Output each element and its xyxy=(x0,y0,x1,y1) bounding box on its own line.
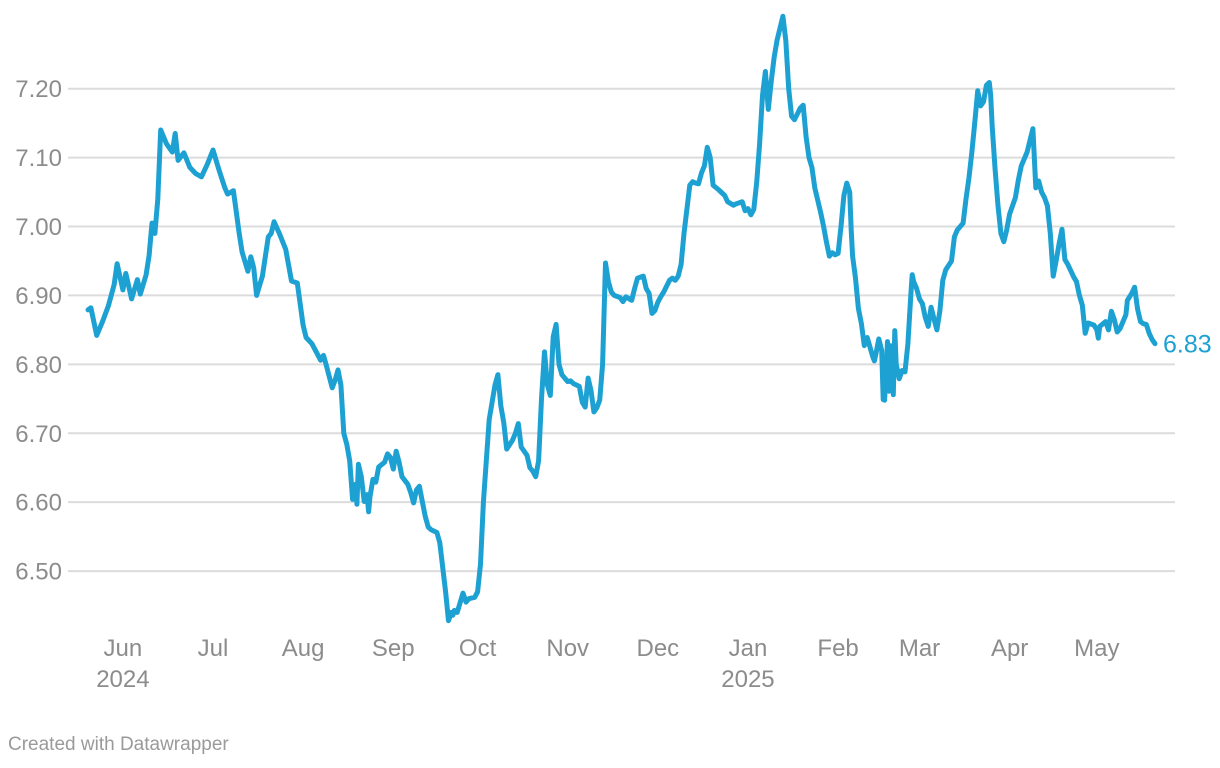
y-tick-label: 7.00 xyxy=(15,214,62,241)
x-tick-year-label: 2024 xyxy=(96,666,149,693)
y-axis-labels: 6.50 6.60 6.70 6.80 6.90 7.00 7.10 7.20 xyxy=(15,76,62,585)
x-tick-label: Jan xyxy=(729,635,768,662)
y-tick-label: 6.80 xyxy=(15,352,62,379)
x-tick-label: Mar xyxy=(899,635,940,662)
x-axis-labels: Jun 2024 Jul Aug Sep Oct Nov Dec Jan 2025 Feb Mar Ap… xyxy=(96,635,1119,693)
gridlines xyxy=(68,87,1175,573)
y-tick-label: 6.70 xyxy=(15,421,62,448)
x-tick-label: May xyxy=(1074,635,1119,662)
datawrapper-credit: Created with Datawrapper xyxy=(8,734,229,755)
x-tick-label: Dec xyxy=(636,635,679,662)
y-tick-label: 6.90 xyxy=(15,283,62,310)
x-tick-label: Aug xyxy=(282,635,325,662)
data-line xyxy=(85,13,1158,624)
x-tick-label: Apr xyxy=(991,635,1028,662)
x-tick-year-label: 2025 xyxy=(721,666,774,693)
x-tick-label: Feb xyxy=(817,635,858,662)
y-tick-label: 7.20 xyxy=(15,76,62,103)
x-tick-label: Sep xyxy=(372,635,415,662)
x-tick-label: Jun xyxy=(104,635,143,662)
x-tick-label: Jul xyxy=(198,635,229,662)
y-tick-label: 6.50 xyxy=(15,559,62,586)
end-value-label: 6.83 xyxy=(1163,331,1212,359)
y-tick-label: 6.60 xyxy=(15,490,62,517)
y-tick-label: 7.10 xyxy=(15,145,62,172)
x-tick-label: Oct xyxy=(459,635,497,662)
x-tick-label: Nov xyxy=(546,635,589,662)
